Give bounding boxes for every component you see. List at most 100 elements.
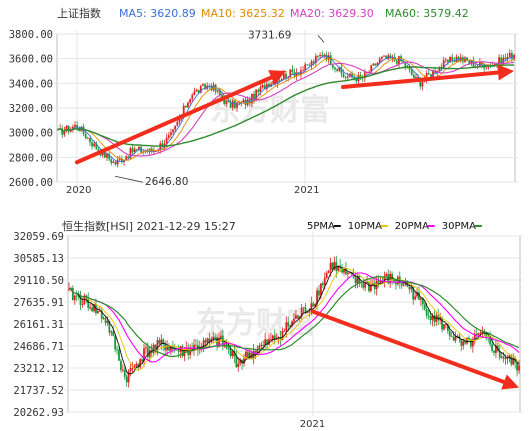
candle-body bbox=[508, 52, 511, 58]
candle-body bbox=[61, 128, 64, 135]
candle-body bbox=[362, 283, 365, 288]
candle-body bbox=[485, 332, 488, 338]
candle-body bbox=[65, 125, 68, 132]
candle-body bbox=[420, 298, 422, 300]
candle-body bbox=[103, 149, 106, 158]
candle-body bbox=[450, 336, 453, 338]
candle-body bbox=[173, 348, 176, 350]
candle-body bbox=[141, 359, 143, 362]
top-annotations: 3731.69 2646.80 bbox=[114, 29, 325, 188]
candle-body bbox=[425, 309, 428, 316]
hang-seng-chart: 恒生指数[HSI] 2021-12-29 15:27 5PMA 10PMA 20PM… bbox=[13, 219, 523, 430]
candle-body bbox=[268, 338, 270, 345]
candle-body bbox=[427, 73, 430, 75]
candle-body bbox=[456, 335, 459, 337]
y-tick-label: 2800.00 bbox=[9, 152, 53, 164]
candle-body bbox=[320, 283, 322, 296]
legend-ma10-value: 3625.32 bbox=[239, 7, 285, 20]
candle-body bbox=[498, 351, 501, 358]
legend-10pma: 10PMA bbox=[348, 221, 382, 232]
y-tick-label: 20262.93 bbox=[13, 407, 64, 419]
candle-body bbox=[110, 331, 113, 333]
candle-body bbox=[370, 284, 372, 292]
candle-body bbox=[391, 57, 394, 59]
legend-ma10: MA10: 3625.32 bbox=[201, 7, 285, 20]
candle-body bbox=[295, 72, 298, 76]
candle-body bbox=[308, 309, 311, 312]
candle-body bbox=[447, 59, 449, 63]
candle-body bbox=[83, 295, 86, 305]
candle-body bbox=[253, 93, 255, 100]
y-tick-label: 27635.91 bbox=[13, 297, 64, 309]
bottom-y-axis: 32059.69 30585.13 29110.50 27635.91 26161.31… bbox=[13, 231, 64, 419]
candle-body bbox=[195, 344, 197, 346]
candle-body bbox=[225, 100, 228, 104]
candle-body bbox=[379, 280, 382, 283]
candle-body bbox=[81, 304, 84, 305]
legend-ma5-value: 3620.89 bbox=[150, 7, 196, 20]
candle-body bbox=[145, 347, 147, 349]
candle-body bbox=[89, 137, 91, 143]
annotation-leader bbox=[114, 175, 144, 183]
candle-body bbox=[239, 359, 242, 364]
candle-body bbox=[432, 70, 434, 77]
candle-body bbox=[355, 78, 358, 82]
candle-body bbox=[489, 337, 492, 345]
candle-body bbox=[156, 340, 159, 350]
candle-body bbox=[137, 364, 140, 368]
candle-body bbox=[68, 288, 70, 290]
candle-body bbox=[341, 267, 343, 273]
bottom-watermark: 东方财富 bbox=[196, 306, 316, 341]
candle-body bbox=[336, 69, 339, 71]
candle-body bbox=[340, 67, 343, 74]
candle-body bbox=[204, 84, 206, 89]
candle-body bbox=[257, 89, 260, 92]
candle-body bbox=[229, 348, 232, 357]
candle-body bbox=[276, 80, 279, 84]
candle-body bbox=[398, 56, 400, 64]
y-tick-label: 2600.00 bbox=[9, 177, 53, 189]
candle-body bbox=[338, 67, 341, 71]
candle-body bbox=[459, 57, 462, 61]
candle-body bbox=[127, 156, 130, 158]
candle-body bbox=[133, 365, 136, 368]
candle-body bbox=[325, 54, 328, 60]
candle-body bbox=[283, 331, 286, 332]
candle-body bbox=[323, 278, 326, 286]
candle-body bbox=[423, 304, 426, 310]
candle-body bbox=[368, 281, 370, 292]
candle-body bbox=[75, 295, 78, 297]
candle-body bbox=[174, 125, 177, 130]
candle-body bbox=[346, 272, 349, 274]
candle-body bbox=[304, 64, 307, 71]
candle-body bbox=[325, 272, 328, 279]
candle-body bbox=[189, 99, 192, 103]
candle-body bbox=[237, 363, 240, 367]
candle-body bbox=[57, 129, 59, 131]
candle-body bbox=[281, 331, 284, 341]
candle-body bbox=[127, 371, 130, 383]
candle-body bbox=[317, 56, 319, 57]
candle-body bbox=[464, 341, 467, 344]
candle-body bbox=[491, 344, 493, 351]
candle-body bbox=[356, 275, 359, 284]
candle-body bbox=[233, 351, 236, 357]
trend-arrow-head bbox=[497, 64, 514, 81]
candle-body bbox=[273, 335, 276, 340]
candle-body bbox=[306, 64, 309, 66]
candle-body bbox=[291, 69, 294, 72]
candle-body bbox=[76, 124, 79, 128]
candle-body bbox=[125, 376, 128, 383]
candle-body bbox=[200, 347, 203, 349]
candle-body bbox=[418, 292, 420, 300]
candle-body bbox=[476, 65, 479, 67]
candle-body bbox=[383, 276, 386, 283]
candle-body bbox=[310, 61, 313, 66]
candle-body bbox=[470, 60, 473, 64]
candle-body bbox=[440, 66, 443, 68]
candle-body bbox=[108, 153, 111, 160]
candle-body bbox=[170, 132, 172, 136]
candle-body bbox=[93, 143, 96, 147]
shanghai-composite-chart: 上证指数 MA5: 3620.89 MA10: 3625.32 MA20: 36… bbox=[9, 6, 518, 196]
candle-body bbox=[193, 91, 196, 96]
